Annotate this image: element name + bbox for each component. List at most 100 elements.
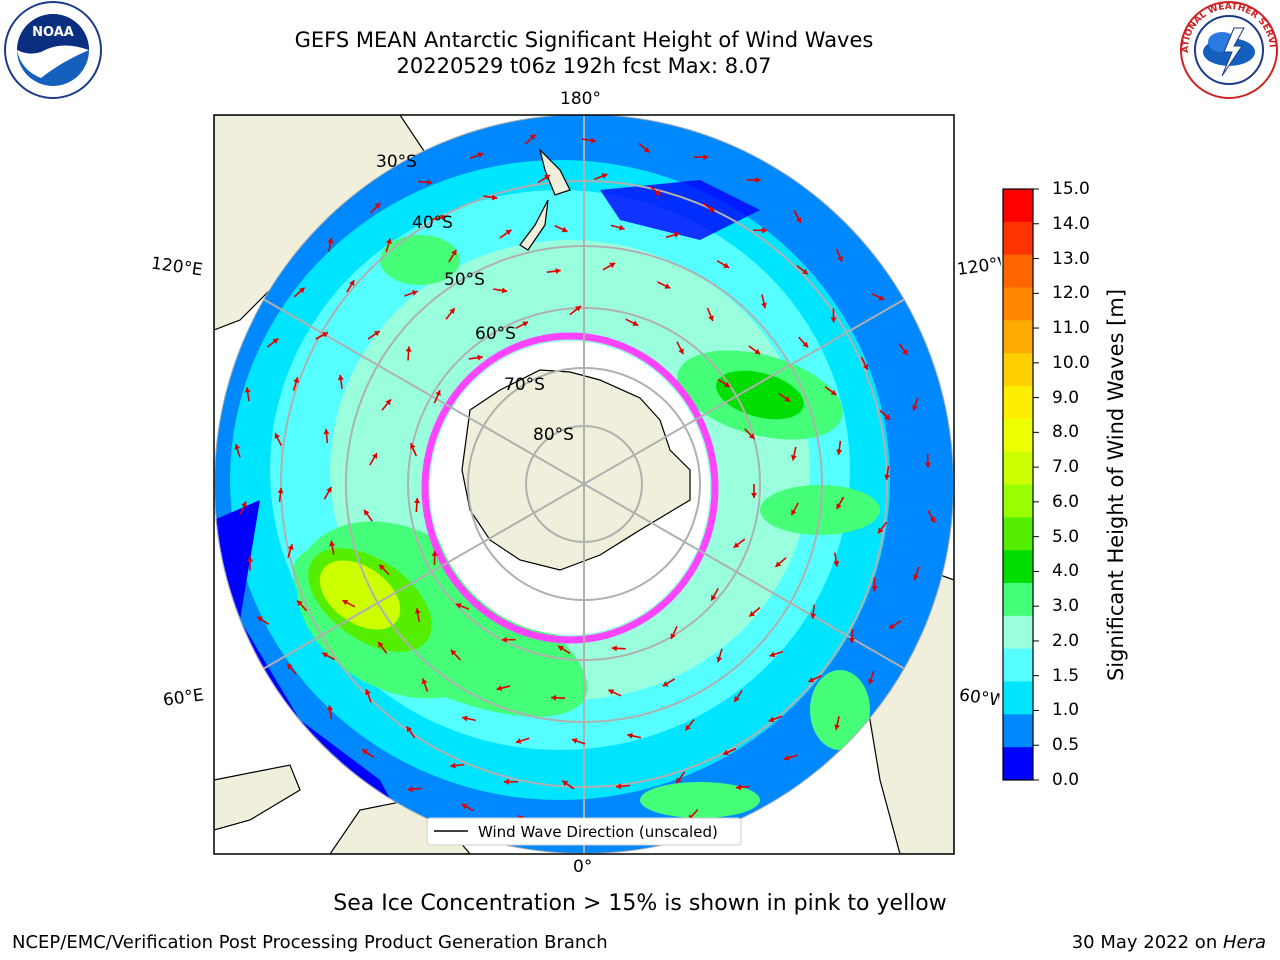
wave-direction-arrowhead: [755, 176, 761, 183]
wave-direction-arrowhead: [501, 287, 508, 294]
colorbar-tick-label: 4.0: [1052, 561, 1080, 582]
wave-direction-arrowhead: [515, 738, 522, 744]
wave-direction-arrowhead: [385, 399, 391, 406]
wave-direction-arrowhead: [379, 564, 385, 571]
wave-direction-arrowhead: [834, 724, 840, 730]
colorbar-segment: [1003, 254, 1033, 288]
graticule: [214, 115, 954, 854]
wave-direction-arrowhead: [411, 290, 418, 296]
footer-date-text: 30 May 2022 on: [1071, 932, 1223, 953]
wave-direction-arrowhead: [791, 509, 797, 516]
wave-direction-arrowhead: [561, 226, 568, 233]
lat-label-50s: 50°S: [444, 270, 485, 290]
colorbar-tick-label: 9.0: [1052, 387, 1080, 408]
wave-direction-arrowhead: [571, 738, 578, 744]
wave-direction-arrowhead: [562, 780, 569, 787]
wave-direction-arrowhead: [616, 783, 622, 790]
wave-direction-arrowhead: [716, 656, 723, 663]
wave-direction-arrowhead: [784, 396, 791, 402]
wave-direction-arrowhead: [287, 544, 294, 550]
wave-direction-arrowhead: [748, 433, 755, 439]
wave-direction-arrowhead: [784, 754, 790, 761]
colorbar-segment: [1003, 484, 1033, 518]
wave-direction-arrowhead: [293, 377, 300, 383]
wave-direction-arrowhead: [830, 317, 837, 323]
colorbar-tick-label: 2.0: [1052, 630, 1080, 651]
nws-logo: NATIONAL WEATHER SERVICE: [1178, 0, 1278, 99]
wave-direction-arrowhead: [451, 249, 457, 256]
wave-direction-arrowhead: [234, 444, 241, 450]
wave-direction-arrowhead: [455, 603, 462, 609]
wave-direction-arrowhead: [462, 715, 468, 722]
wave-direction-arrowhead: [808, 677, 815, 683]
wave-direction-arrowhead: [450, 762, 456, 769]
wave-direction-arrowhead: [848, 637, 855, 643]
wave-direction-arrowhead: [609, 262, 616, 269]
legend-label: Wind Wave Direction (unscaled): [478, 823, 718, 841]
sea-ice-note: Sea Ice Concentration > 15% is shown in …: [333, 891, 947, 916]
wave-direction-arrowhead: [450, 649, 457, 656]
wave-direction-arrowhead: [257, 616, 263, 622]
wave-direction-arrowhead: [810, 613, 817, 619]
colorbar-tick-label: 8.0: [1052, 422, 1080, 443]
wave-direction-arrowhead: [477, 152, 484, 158]
wave-direction-arrowhead: [643, 147, 650, 153]
wave-height-field: [214, 115, 954, 854]
colorbar-tick-label: 1.0: [1052, 700, 1080, 721]
wave-direction-arrowhead: [913, 574, 919, 581]
colorbar-segment: [1003, 583, 1033, 617]
colorbar-segment: [1003, 320, 1033, 354]
colorbar-tick-label: 0.0: [1052, 770, 1080, 790]
wave-direction-arrowhead: [902, 349, 908, 355]
wave-direction-arrowhead: [426, 179, 433, 186]
wave-direction-arrowhead: [440, 214, 446, 221]
wave-direction-arrowhead: [862, 363, 869, 370]
wave-direction-arrowhead: [878, 527, 884, 534]
colorbar-segment: [1003, 648, 1033, 682]
antarctica-land: [461, 369, 691, 571]
wave-direction-arrowhead: [601, 173, 608, 179]
wave-direction-arrowhead: [929, 516, 936, 523]
colorbar-title: Significant Height of Wind Waves [m]: [1104, 288, 1128, 682]
wave-direction-arrowhead: [608, 689, 615, 695]
wave-direction-arrowhead: [833, 561, 840, 567]
wind-wave-arrows: [234, 133, 936, 835]
colorbar-segment: [1003, 714, 1033, 748]
wave-direction-arrowhead: [364, 509, 370, 516]
wave-direction-arrowhead: [449, 308, 455, 314]
wave-direction-arrowhead: [529, 134, 536, 140]
colorbar-segment: [1003, 418, 1033, 453]
wave-direction-arrowhead: [678, 348, 684, 355]
wave-direction-arrowhead: [703, 154, 709, 161]
wave-direction-arrowhead: [708, 206, 715, 212]
wave-direction-arrowhead: [871, 586, 878, 592]
wave-direction-arrowhead: [241, 501, 247, 508]
wave-direction-arrowhead: [374, 202, 381, 209]
colorbar-tick-label: 10.0: [1052, 352, 1090, 373]
colorbar-tick-label: 11.0: [1052, 318, 1090, 339]
wave-direction-arrowhead: [406, 726, 412, 733]
colorbar-segment: [1003, 747, 1033, 781]
wave-direction-arrowhead: [711, 594, 717, 601]
wave-direction-arrowhead: [762, 227, 768, 234]
wave-direction-arrowhead: [868, 678, 874, 685]
wave-direction-arrowhead: [632, 320, 639, 326]
wave-direction-arrowhead: [461, 803, 468, 810]
wave-direction-arrowhead: [670, 633, 676, 639]
wave-direction-arrowhead: [297, 600, 303, 607]
wave-direction-arrowhead: [673, 231, 680, 238]
wave-direction-arrowhead: [611, 645, 617, 652]
lat-label-80s: 80°S: [533, 425, 574, 445]
chart-subtitle-run: 20220529 t06z 192h fcst Max: 8.07: [396, 54, 772, 78]
wave-direction-arrowhead: [496, 685, 503, 691]
colorbar-tick-label: 1.5: [1052, 665, 1080, 686]
wave-direction-arrowhead: [414, 498, 420, 504]
wave-direction-arrowhead: [619, 224, 625, 231]
wave-direction-arrowhead: [878, 295, 885, 301]
wave-direction-arrowhead: [414, 608, 421, 614]
colorbar-tick-label: 6.0: [1052, 491, 1080, 512]
wave-direction-arrowhead: [337, 374, 344, 381]
wave-direction-arrowhead: [676, 777, 682, 784]
wave-direction-arrowhead: [407, 786, 413, 793]
wave-direction-arrowhead: [795, 217, 802, 223]
